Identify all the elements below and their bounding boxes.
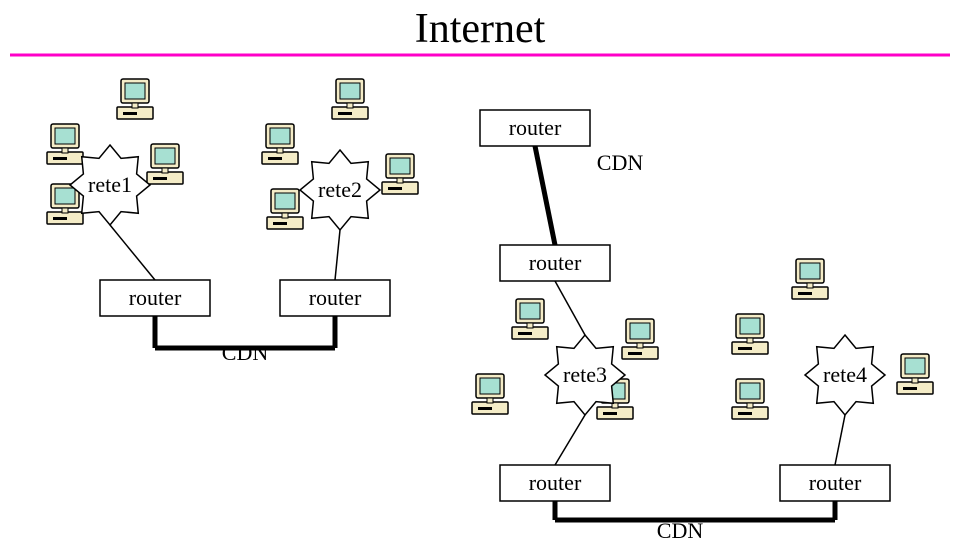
link bbox=[555, 415, 585, 465]
cdn-label: CDN bbox=[597, 150, 644, 175]
router-label: router bbox=[809, 470, 862, 495]
router-label: router bbox=[529, 470, 582, 495]
cdn-label: CDN bbox=[657, 518, 704, 543]
page-title: Internet bbox=[415, 6, 546, 52]
link bbox=[110, 225, 155, 280]
computer-icon bbox=[147, 144, 183, 184]
router-label: router bbox=[509, 115, 562, 140]
diagram-canvas: Internetrouterrouterrouterrouterrouterro… bbox=[0, 0, 960, 545]
computer-icon bbox=[732, 379, 768, 419]
router-label: router bbox=[309, 285, 362, 310]
computer-icon bbox=[382, 154, 418, 194]
cdn-label: CDN bbox=[222, 340, 269, 365]
computer-icon bbox=[622, 319, 658, 359]
computer-icon bbox=[262, 124, 298, 164]
links-layer bbox=[110, 146, 845, 520]
computer-icon bbox=[47, 124, 83, 164]
routers-layer: router router router router router router bbox=[100, 110, 890, 501]
computer-icon bbox=[732, 314, 768, 354]
link bbox=[335, 230, 340, 280]
computer-icon bbox=[512, 299, 548, 339]
network-label: rete4 bbox=[823, 362, 867, 387]
link bbox=[555, 281, 585, 335]
link bbox=[535, 146, 555, 245]
router-label: router bbox=[529, 250, 582, 275]
computer-icon bbox=[117, 79, 153, 119]
network-label: rete2 bbox=[318, 177, 362, 202]
computer-icon bbox=[332, 79, 368, 119]
computer-icon bbox=[792, 259, 828, 299]
computer-icon bbox=[897, 354, 933, 394]
network-label: rete1 bbox=[88, 172, 132, 197]
router-label: router bbox=[129, 285, 182, 310]
computer-icon bbox=[267, 189, 303, 229]
computer-icon bbox=[472, 374, 508, 414]
network-label: rete3 bbox=[563, 362, 607, 387]
link bbox=[835, 415, 845, 465]
